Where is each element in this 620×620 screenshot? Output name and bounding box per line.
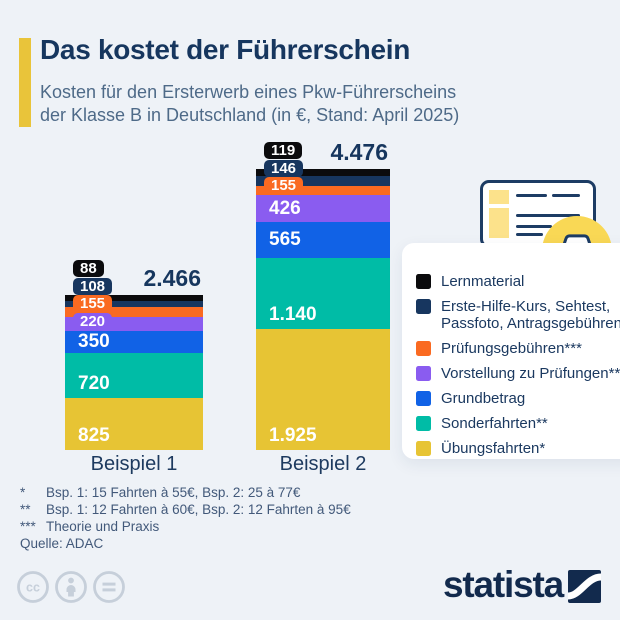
segment-value-label: 426 [269,198,301,220]
bar-segment [65,300,203,308]
legend-label: Prüfungsgebühren*** [441,340,582,357]
legend-chip [416,274,431,289]
title-accent-bar [19,38,31,127]
subtitle-line-2: der Klasse B in Deutschland (in €, Stand… [40,105,460,125]
statista-logo-text: statista [443,564,564,605]
segment-value-label: 1.925 [269,425,317,446]
footnote-row: * Bsp. 1: 15 Fahrten à 55€, Bsp. 2: 25 à … [20,484,351,501]
bar-segment [65,398,203,450]
license-text-line [552,194,580,197]
segment-value-badge: 155 [264,177,304,195]
legend-chip [416,366,431,381]
statista-logo[interactable]: statista [443,566,601,603]
license-text-line [516,214,580,217]
segment-value-label: 565 [269,229,301,251]
bar-total: 4.476 [330,138,388,165]
bar-segment [256,257,390,330]
legend-label: Vorstellung zu Prüfungen*** [441,365,620,382]
bar-segment [65,352,203,399]
footnote-row: *** Theorie und Praxis [20,518,351,535]
bar-segment [65,307,203,318]
legend-chip [416,299,431,314]
legend-chip [416,416,431,431]
by-person-icon[interactable] [54,570,88,604]
bar-segment [65,330,203,353]
legend-chip [416,441,431,456]
footnote-text: Bsp. 1: 15 Fahrten à 55€, Bsp. 2: 25 à 7… [46,485,301,500]
segment-value-label: 350 [78,331,110,353]
bar-segment [256,168,390,177]
chart-legend: Lernmaterial Erste-Hilfe-Kurs, Sehtest, P… [402,243,620,459]
legend-chip [416,341,431,356]
legend-item: Lernmaterial [416,273,620,290]
bar-segment [256,222,390,258]
bar-segment [256,329,390,450]
footnote-marker: *** [20,519,36,534]
legend-item: Vorstellung zu Prüfungen*** [416,365,620,382]
segment-value-badge: 108 [73,277,113,295]
segment-value-label: 720 [78,373,110,395]
legend-label: Sonderfahrten** [441,415,548,432]
statista-logo-mark-icon [568,569,601,603]
bar-total: 2.466 [143,265,201,292]
segment-value-badge: 155 [73,295,113,313]
cc-icon[interactable]: cc [16,570,50,604]
legend-item: Sonderfahrten** [416,415,620,432]
segment-value-badge: 88 [73,260,104,278]
legend-item: Grundbetrag [416,390,620,407]
legend-item: Erste-Hilfe-Kurs, Sehtest, Passfoto, Ant… [416,298,620,332]
page-title: Das kostet der Führerschein [40,34,411,65]
license-text-line [516,194,547,197]
footnote-marker: ** [20,502,31,517]
legend-label: Übungsfahrten* [441,440,546,457]
page-subtitle: Kosten für den Ersterwerb eines Pkw-Führ… [40,81,459,127]
legend-item: Prüfungsgebühren*** [416,340,620,357]
footnote-text: Theorie und Praxis [46,519,160,534]
bar-segment [256,195,390,223]
legend-label: Lernmaterial [441,273,525,290]
footnotes: * Bsp. 1: 15 Fahrten à 55€, Bsp. 2: 25 à … [20,484,351,535]
bar-category-label: Beispiel 1 [90,453,178,475]
source-label: Quelle: ADAC [20,536,104,551]
nd-equals-icon[interactable] [92,570,126,604]
segment-value-badge: 220 [73,312,113,330]
segment-value-badge: 146 [264,159,304,177]
legend-item: Übungsfahrten* [416,440,620,457]
subtitle-line-1: Kosten für den Ersterwerb eines Pkw-Führ… [40,82,457,102]
segment-value-badge: 119 [264,142,303,160]
segment-value-label: 1.140 [269,304,317,326]
legend-label: Erste-Hilfe-Kurs, Sehtest, Passfoto, Ant… [441,298,620,332]
license-text-line [516,233,543,236]
footnote-text: Bsp. 1: 12 Fahrten à 60€, Bsp. 2: 12 Fah… [46,502,351,517]
svg-text:cc: cc [26,581,40,595]
bar-segment [65,295,203,301]
bar-segment [256,176,390,186]
legend-label: Grundbetrag [441,390,526,407]
license-text-line [516,225,552,228]
license-icons: cc [16,570,126,604]
segment-value-label: 825 [78,425,110,446]
footnote-marker: * [20,485,26,500]
bar-segment [256,185,390,196]
footnote-row: ** Bsp. 1: 12 Fahrten à 60€, Bsp. 2: 12 F… [20,501,351,518]
license-photo-block-icon [489,208,509,238]
legend-chip [416,391,431,406]
bar-category-label: Beispiel 2 [279,453,367,475]
license-photo-block-icon [489,190,509,204]
